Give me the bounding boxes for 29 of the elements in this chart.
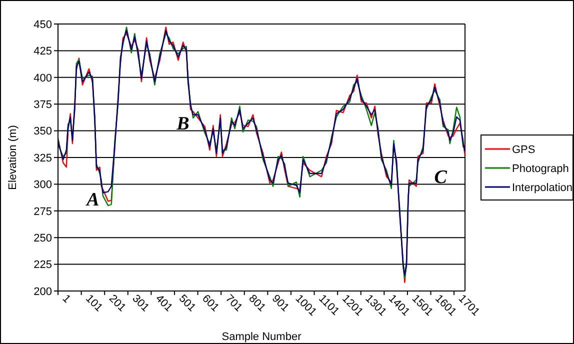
x-tick-label: 501 — [176, 292, 198, 314]
y-tick-label: 300 — [34, 179, 52, 192]
y-tick-label: 325 — [34, 152, 52, 164]
y-tick-label: 375 — [34, 98, 52, 111]
x-tick-label: 401 — [153, 292, 175, 314]
x-tick-label: 301 — [130, 292, 152, 314]
legend-label: Interpolation — [512, 182, 573, 194]
y-axis-title: Elevation (m) — [7, 125, 19, 190]
legend-label: Photograph — [512, 162, 569, 175]
x-tick-label: 801 — [246, 292, 268, 314]
x-tick-label: 201 — [106, 292, 128, 314]
annotation: B — [176, 113, 190, 134]
y-tick-label: 400 — [34, 72, 52, 84]
annotation: A — [86, 190, 100, 211]
x-tick-label: 701 — [222, 292, 244, 314]
y-tick-label: 350 — [34, 126, 52, 138]
annotation: C — [434, 166, 448, 188]
x-tick-label: 601 — [200, 292, 222, 314]
y-tick-label: 225 — [34, 259, 52, 272]
y-tick-label: 275 — [34, 206, 52, 218]
y-tick-label: 450 — [34, 18, 52, 31]
x-tick-label: 101 — [83, 292, 105, 314]
y-tick-label: 425 — [34, 46, 52, 58]
legend-label: GPS — [512, 144, 536, 156]
y-tick-label: 250 — [34, 232, 52, 244]
x-axis-title: Sample Number — [222, 331, 302, 343]
y-tick-label: 200 — [34, 286, 52, 298]
x-tick-label: 901 — [270, 292, 292, 314]
x-tick-label: 1 — [60, 292, 73, 306]
